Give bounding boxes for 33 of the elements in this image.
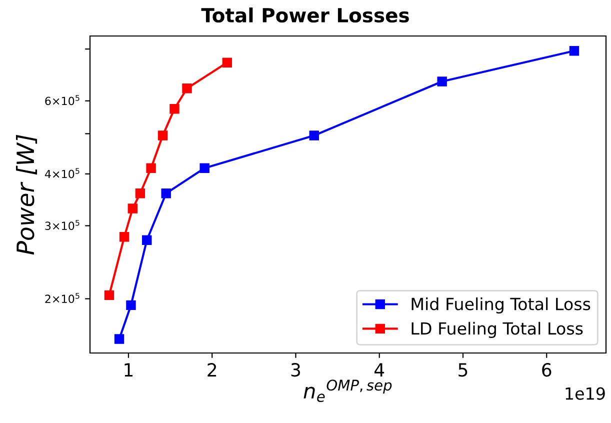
x-tick-label: 3 bbox=[291, 363, 300, 377]
point bbox=[182, 84, 192, 94]
point bbox=[158, 130, 168, 140]
point bbox=[222, 58, 232, 68]
point bbox=[114, 334, 124, 344]
y-tick-label: 2×10$^{5}$ bbox=[45, 292, 80, 304]
x-tick-label: 1 bbox=[124, 363, 133, 376]
point bbox=[437, 76, 447, 86]
point bbox=[146, 163, 156, 173]
x-axis-title: n$_{e}$$^{OMP,sep}$ bbox=[304, 380, 392, 402]
point bbox=[104, 290, 114, 300]
point bbox=[126, 300, 136, 310]
x-tick-label: 2 bbox=[208, 363, 216, 376]
x-tick-label: 5 bbox=[458, 363, 468, 377]
text: 1e19 bbox=[566, 387, 605, 400]
legend-label: LD Fueling Total Loss bbox=[412, 322, 583, 338]
point bbox=[309, 130, 319, 140]
point bbox=[170, 104, 180, 114]
chart-title: Total Power Losses bbox=[201, 8, 409, 23]
point bbox=[119, 232, 130, 242]
x-tick-label: 6 bbox=[542, 363, 552, 377]
y-tick-label: 4×10$^{5}$ bbox=[44, 168, 80, 178]
y-axis-title: Power [W] bbox=[16, 134, 38, 255]
y-tick-label: 6×10$^{5}$ bbox=[45, 95, 80, 106]
point bbox=[128, 204, 138, 214]
point bbox=[569, 46, 580, 56]
point bbox=[200, 163, 210, 173]
legend-label: Mid Fueling Total Loss bbox=[412, 297, 590, 314]
point bbox=[135, 188, 146, 198]
x-tick-label: 4 bbox=[374, 363, 384, 376]
y-tick-label: 3×10$^{5}$ bbox=[45, 220, 80, 230]
point bbox=[161, 188, 171, 198]
point bbox=[142, 235, 152, 245]
